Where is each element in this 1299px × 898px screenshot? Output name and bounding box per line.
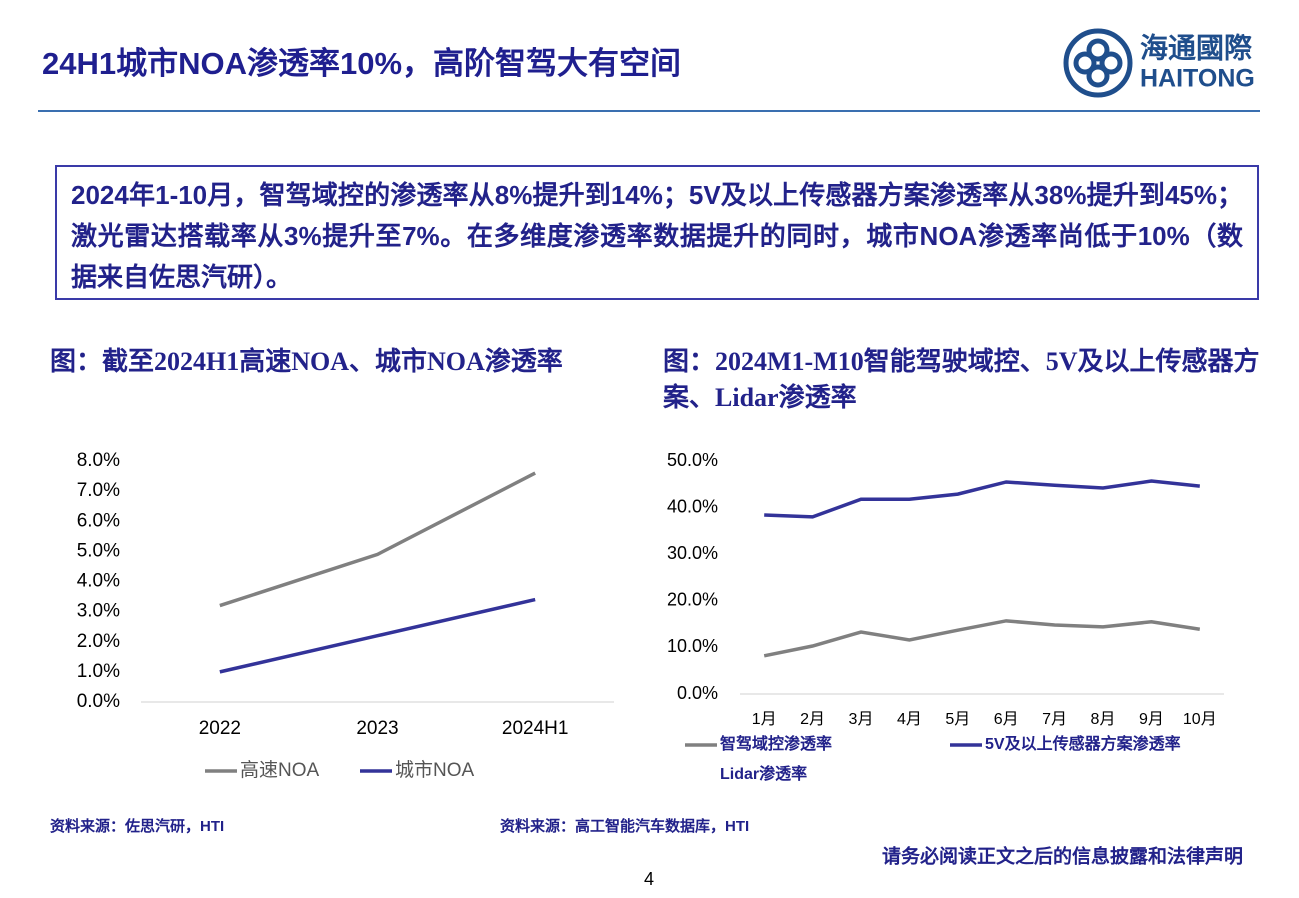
y-tick-label: 4.0% bbox=[77, 571, 120, 592]
logo-en: HAITONG bbox=[1140, 65, 1255, 93]
legend-label: 智驾域控渗透率 bbox=[720, 734, 832, 753]
y-tick-label: 0.0% bbox=[677, 683, 718, 703]
logo-cn: 海通國際 bbox=[1140, 32, 1252, 63]
source-1: 资料来源：佐思汽研，HTI bbox=[50, 817, 224, 835]
x-tick-label: 2022 bbox=[199, 718, 241, 739]
x-tick-label: 8月 bbox=[1091, 711, 1116, 728]
x-tick-label: 7月 bbox=[1042, 711, 1067, 728]
x-tick-label: 1月 bbox=[752, 711, 777, 728]
x-tick-label: 2023 bbox=[356, 718, 398, 739]
series-line bbox=[219, 471, 536, 608]
chart-title: 图：2024M1-M10智能驾驶域控、5V及以上传感器方案、Lidar渗透率 bbox=[663, 347, 1260, 412]
legend-label: 城市NOA bbox=[395, 759, 475, 781]
x-tick-label: 2月 bbox=[800, 711, 825, 728]
y-tick-label: 6.0% bbox=[77, 510, 120, 531]
page-number: 4 bbox=[644, 869, 654, 889]
y-tick-label: 3.0% bbox=[77, 601, 120, 622]
x-tick-label: 3月 bbox=[849, 711, 874, 728]
x-tick-label: 5月 bbox=[945, 711, 970, 728]
slide-title: 24H1城市NOA渗透率10%，高阶智驾大有空间 bbox=[42, 46, 681, 81]
logo-icon bbox=[1063, 28, 1133, 98]
y-tick-label: 30.0% bbox=[667, 543, 718, 563]
y-tick-label: 5.0% bbox=[77, 540, 120, 561]
y-tick-label: 10.0% bbox=[667, 636, 718, 656]
series-line bbox=[764, 479, 1200, 519]
y-tick-label: 40.0% bbox=[667, 496, 718, 516]
series-line bbox=[763, 619, 1201, 658]
y-tick-label: 2.0% bbox=[77, 631, 120, 652]
y-tick-label: 8.0% bbox=[77, 450, 120, 471]
disclaimer: 请务必阅读正文之后的信息披露和法律声明 bbox=[882, 844, 1243, 867]
y-tick-label: 20.0% bbox=[667, 590, 718, 610]
y-tick-label: 1.0% bbox=[77, 661, 120, 682]
chart-title: 图：截至2024H1高速NOA、城市NOA渗透率 bbox=[50, 347, 563, 376]
series-line bbox=[219, 597, 536, 674]
summary-box: 2024年1-10月，智驾域控的渗透率从8%提升到14%；5V及以上传感器方案渗… bbox=[55, 165, 1259, 300]
x-tick-label: 6月 bbox=[994, 711, 1019, 728]
legend-label: 高速NOA bbox=[240, 759, 320, 781]
x-tick-label: 4月 bbox=[897, 711, 922, 728]
x-tick-label: 10月 bbox=[1183, 711, 1217, 728]
x-tick-label: 9月 bbox=[1139, 711, 1164, 728]
y-tick-label: 7.0% bbox=[77, 480, 120, 501]
source-2: 资料来源：高工智能汽车数据库，HTI bbox=[500, 817, 749, 835]
y-tick-label: 50.0% bbox=[667, 450, 718, 470]
legend-label: Lidar渗透率 bbox=[720, 764, 807, 783]
y-tick-label: 0.0% bbox=[77, 691, 120, 712]
legend-label: 5V及以上传感器方案渗透率 bbox=[985, 734, 1181, 753]
x-tick-label: 2024H1 bbox=[502, 718, 569, 739]
